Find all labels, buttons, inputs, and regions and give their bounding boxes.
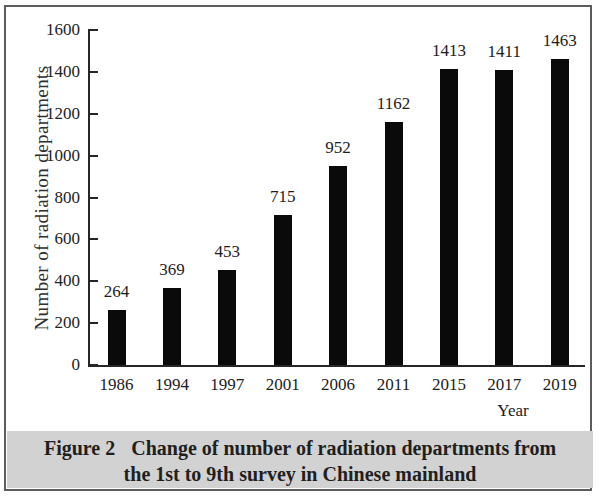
x-tick-label-2019: 2019 [528,376,592,394]
y-tick-mark-600 [90,238,98,240]
y-tick-mark-1000 [90,155,98,157]
bar-1997 [218,270,236,365]
figure-caption-line1: Figure 2 Change of number of radiation de… [7,435,593,461]
bar-chart: Number of radiation departments 02004006… [0,0,600,428]
x-tick-label-1986: 1986 [85,376,149,394]
y-tick-label-200: 200 [20,314,80,332]
bar-2015 [440,69,458,365]
bar-2001 [274,215,292,365]
bar-value-label-2001: 715 [251,188,315,206]
y-tick-label-800: 800 [20,189,80,207]
y-tick-label-1400: 1400 [20,63,80,81]
y-tick-label-600: 600 [20,230,80,248]
y-tick-label-1600: 1600 [20,21,80,39]
x-tick-label-1997: 1997 [195,376,259,394]
x-tick-label-2017: 2017 [472,376,536,394]
x-axis-line [88,365,585,367]
y-tick-mark-0 [90,364,98,366]
y-tick-mark-400 [90,280,98,282]
y-tick-mark-800 [90,197,98,199]
bar-1986 [108,310,126,365]
bar-value-label-1986: 264 [85,283,149,301]
bar-value-label-2019: 1463 [528,32,592,50]
x-axis-title: Year [483,401,543,421]
bar-value-label-2017: 1411 [472,43,536,61]
y-tick-mark-200 [90,322,98,324]
y-tick-label-1000: 1000 [20,147,80,165]
figure-caption-number: Figure 2 [44,437,115,459]
figure-caption-text: Change of number of radiation department… [131,437,556,459]
bar-value-label-2015: 1413 [417,42,481,60]
y-tick-label-1200: 1200 [20,105,80,123]
bar-value-label-1994: 369 [140,261,204,279]
bar-value-label-1997: 453 [195,243,259,261]
x-tick-label-1994: 1994 [140,376,204,394]
bar-2017 [495,70,513,365]
figure-caption-line2: the 1st to 9th survey in Chinese mainlan… [7,461,593,487]
bar-2019 [551,59,569,365]
y-tick-label-0: 0 [20,356,80,374]
y-tick-label-400: 400 [20,272,80,290]
x-tick-label-2011: 2011 [362,376,426,394]
x-tick-label-2015: 2015 [417,376,481,394]
bar-value-label-2006: 952 [306,139,370,157]
figure-panel: Number of radiation departments 02004006… [0,0,600,498]
y-tick-mark-1600 [90,29,98,31]
bar-2006 [329,166,347,365]
bar-2011 [385,122,403,365]
bar-value-label-2011: 1162 [362,95,426,113]
bar-1994 [163,288,181,365]
x-tick-label-2006: 2006 [306,376,370,394]
figure-caption: Figure 2 Change of number of radiation de… [7,431,593,488]
x-tick-label-2001: 2001 [251,376,315,394]
y-tick-mark-1200 [90,113,98,115]
y-tick-mark-1400 [90,71,98,73]
